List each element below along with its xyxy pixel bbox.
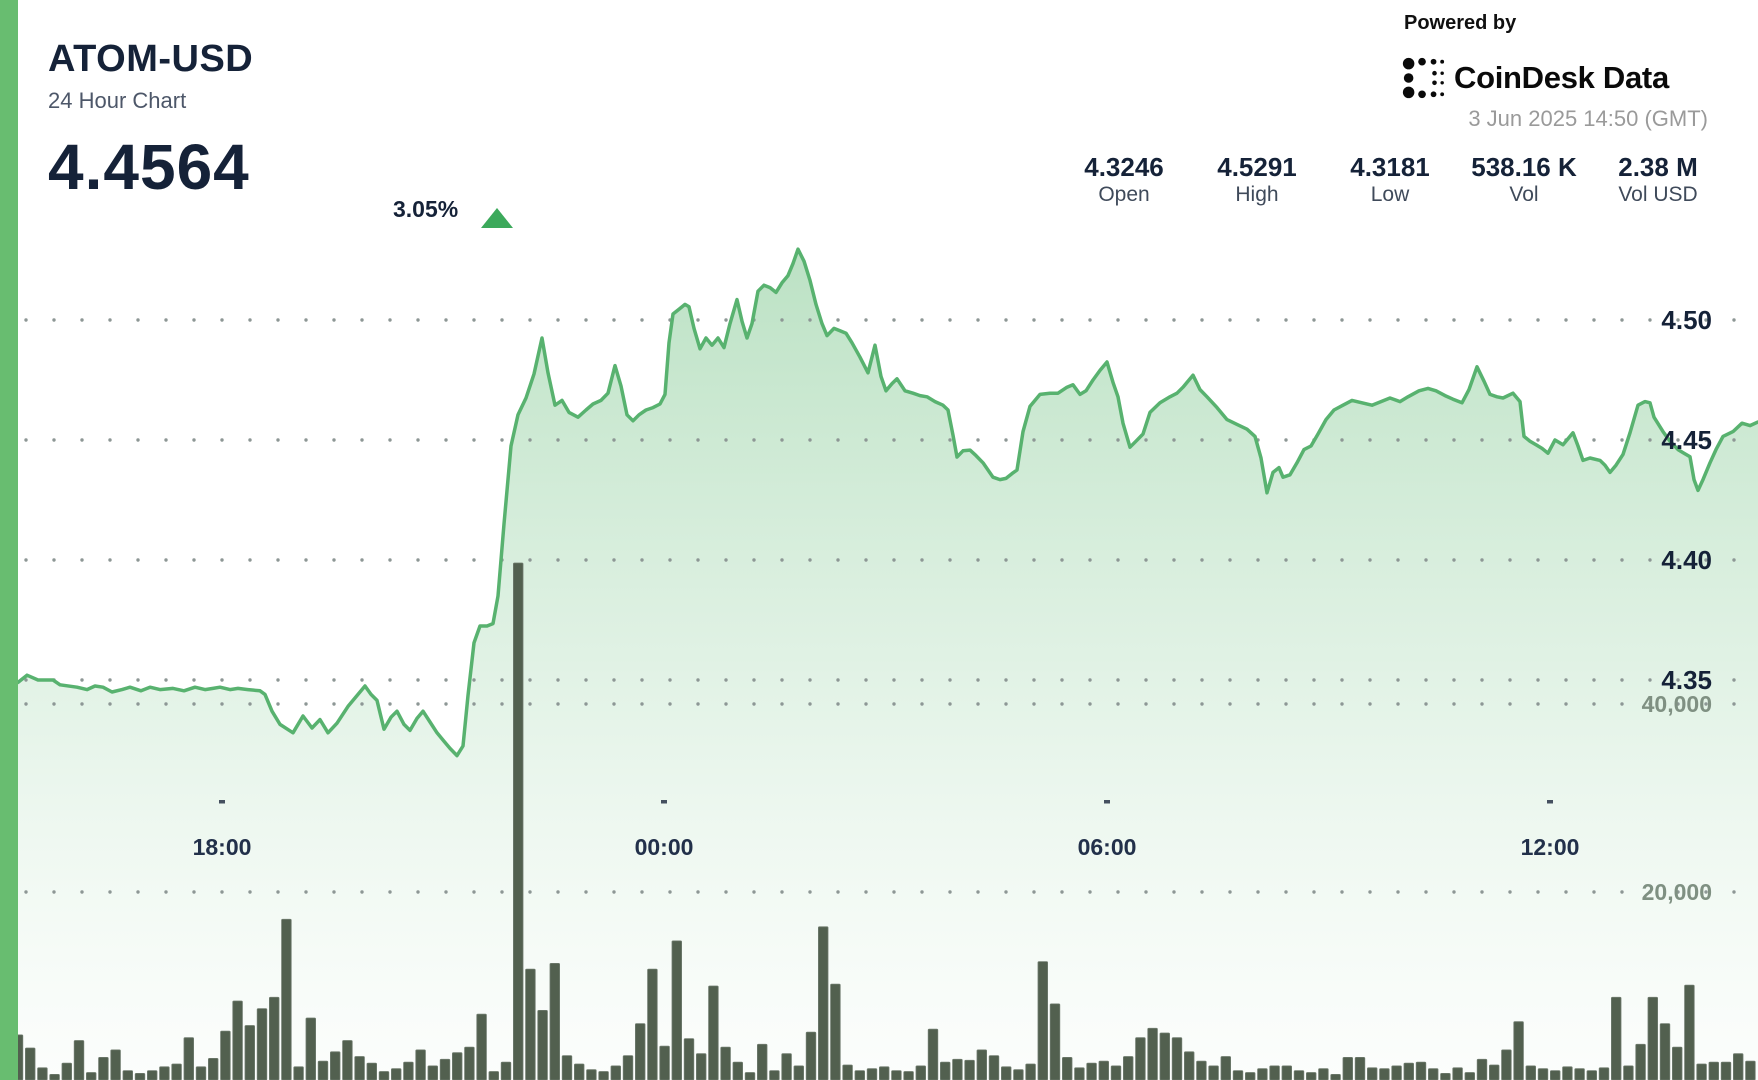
stat-vol-usd-value: 2.38 M bbox=[1618, 152, 1698, 182]
stat-vol-usd: 2.38 M Vol USD bbox=[1618, 152, 1698, 208]
volume-axis-label: 20,000 bbox=[1641, 879, 1712, 905]
time-axis-label: 00:00 bbox=[634, 834, 694, 860]
price-axis-label: 4.50 bbox=[1661, 305, 1712, 335]
price-area-fill bbox=[18, 249, 1758, 1080]
symbol-title: ATOM-USD bbox=[48, 38, 254, 80]
stat-open: 4.3246 Open bbox=[1084, 152, 1164, 208]
stat-vol-label: Vol bbox=[1509, 183, 1539, 206]
stat-open-value: 4.3246 bbox=[1084, 152, 1164, 182]
chart-subtitle: 24 Hour Chart bbox=[48, 88, 187, 113]
change-percent: 3.05% bbox=[393, 196, 459, 222]
stat-low-label: Low bbox=[1370, 183, 1410, 206]
gridline-dots bbox=[24, 318, 1736, 894]
time-axis-label: 06:00 bbox=[1077, 834, 1137, 860]
coindesk-logo[interactable]: CoinDesk Data bbox=[1400, 52, 1730, 104]
stat-low-value: 4.3181 bbox=[1350, 152, 1430, 182]
stat-high: 4.5291 High bbox=[1217, 152, 1297, 208]
price-axis-label: 4.40 bbox=[1661, 545, 1712, 575]
stat-high-value: 4.5291 bbox=[1217, 152, 1297, 182]
powered-by-label: Powered by bbox=[1404, 12, 1517, 34]
stat-open-label: Open bbox=[1098, 183, 1150, 206]
time-axis-label: 18:00 bbox=[192, 834, 252, 860]
stat-vol-usd-label: Vol USD bbox=[1618, 183, 1698, 206]
stat-low: 4.3181 Low bbox=[1350, 152, 1430, 208]
volume-bars bbox=[0, 562, 1756, 1080]
arrow-up-icon bbox=[481, 208, 513, 228]
accent-bar bbox=[0, 0, 18, 1080]
current-price: 4.4564 bbox=[48, 131, 250, 203]
price-axis-label: 4.45 bbox=[1661, 425, 1712, 455]
stat-high-label: High bbox=[1235, 183, 1279, 206]
timestamp: 3 Jun 2025 14:50 (GMT) bbox=[1468, 106, 1708, 131]
time-axis-ticks bbox=[219, 800, 1553, 804]
volume-axis-label: 40,000 bbox=[1641, 691, 1712, 717]
coindesk-logo-icon bbox=[1402, 57, 1445, 99]
stat-vol-value: 538.16 K bbox=[1471, 152, 1577, 182]
coindesk-logo-text: CoinDesk Data bbox=[1454, 60, 1669, 95]
stat-vol: 538.16 K Vol bbox=[1471, 152, 1577, 208]
price-axis-label: 4.35 bbox=[1661, 665, 1712, 695]
price-line bbox=[16, 247, 1758, 758]
time-axis-label: 12:00 bbox=[1520, 834, 1580, 860]
